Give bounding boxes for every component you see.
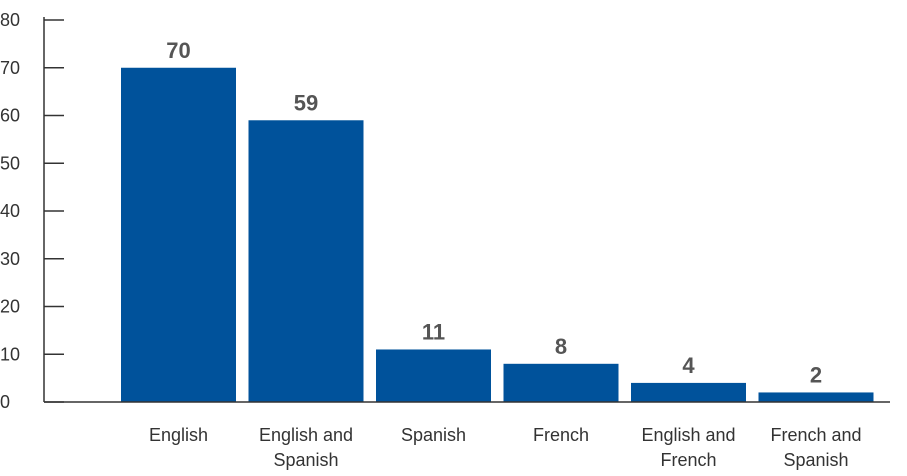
y-axis: 0 10 20 30 40 50 60 70 80: [0, 10, 64, 412]
y-tick-label: 40: [0, 201, 20, 221]
bar: [248, 120, 364, 403]
category-label: English and: [641, 425, 735, 445]
category-label: French and: [770, 425, 861, 445]
category-label: English: [149, 425, 208, 445]
y-tick-label: 70: [0, 58, 20, 78]
data-label: 4: [682, 353, 695, 378]
data-label: 11: [422, 319, 445, 344]
category-label: French: [533, 425, 589, 445]
bars: 70 59 11 8 4 2: [121, 38, 874, 403]
data-label: 70: [166, 38, 190, 63]
category-label: French: [660, 450, 716, 470]
category-label: English and: [259, 425, 353, 445]
bar: [376, 349, 491, 402]
data-label: 8: [555, 334, 567, 359]
bar: [121, 67, 236, 402]
data-label: 59: [294, 90, 318, 115]
y-tick-label: 10: [0, 344, 20, 364]
bar: [503, 363, 619, 402]
y-tick-label: 0: [0, 392, 10, 412]
bar: [758, 392, 874, 402]
y-tick-label: 60: [0, 106, 20, 126]
category-label: Spanish: [783, 450, 848, 470]
x-axis: English English and Spanish Spanish French En…: [44, 401, 890, 470]
y-tick-label: 80: [0, 10, 20, 30]
bar: [631, 382, 746, 402]
y-tick-label: 30: [0, 249, 20, 269]
category-label: Spanish: [273, 450, 338, 470]
data-label: 2: [810, 362, 822, 387]
y-tick-label: 50: [0, 153, 20, 173]
y-tick-label: 20: [0, 297, 20, 317]
category-label: Spanish: [401, 425, 466, 445]
